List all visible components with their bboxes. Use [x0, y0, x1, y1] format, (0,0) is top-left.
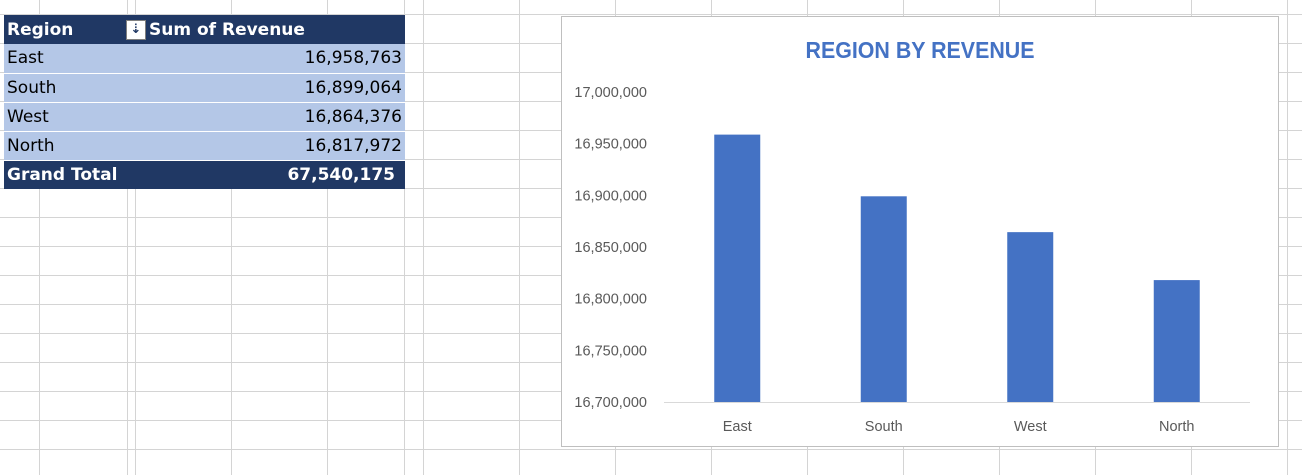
column-gridline [404, 0, 405, 475]
y-tick-label: 16,800,000 [574, 292, 647, 308]
row-value[interactable]: 16,958,763 [126, 44, 405, 74]
row-labels-header[interactable]: Region [4, 15, 126, 44]
row-value[interactable]: 16,899,064 [126, 73, 405, 103]
y-tick-label: 16,900,000 [574, 188, 647, 204]
values-header[interactable]: ⇣ Sum of Revenue [126, 15, 405, 44]
y-tick-label: 17,000,000 [574, 85, 647, 101]
table-row[interactable]: East 16,958,763 [4, 44, 405, 74]
column-gridline [127, 0, 128, 475]
grand-total-value[interactable]: 67,540,175 [126, 160, 405, 189]
bar-south[interactable] [860, 196, 907, 402]
chart-title[interactable]: REGION BY REVENUE [805, 37, 1035, 63]
x-tick-label: West [1014, 419, 1047, 435]
y-tick-label: 16,700,000 [574, 395, 647, 411]
pivot-header-row: Region ⇣ Sum of Revenue [4, 15, 405, 44]
row-label[interactable]: West [4, 102, 126, 132]
row-label[interactable]: South [4, 73, 126, 103]
values-header-label: Sum of Revenue [149, 19, 305, 40]
bar-east[interactable] [714, 134, 761, 402]
revenue-chart[interactable]: REGION BY REVENUE 17,000,000 16,950,000 16… [561, 16, 1279, 447]
row-label[interactable]: East [4, 44, 126, 74]
row-label[interactable]: North [4, 131, 126, 161]
row-value[interactable]: 16,817,972 [126, 131, 405, 161]
x-tick-label: East [723, 419, 752, 435]
x-tick-label: South [865, 419, 903, 435]
pivot-table: Region ⇣ Sum of Revenue East 16,958,763 S… [4, 15, 405, 189]
table-row[interactable]: North 16,817,972 [4, 131, 405, 161]
grand-total-row[interactable]: Grand Total 67,540,175 [4, 160, 405, 189]
y-tick-label: 16,850,000 [574, 240, 647, 256]
chart-plot: 17,000,000 16,950,000 16,900,000 16,850,000… [574, 85, 1250, 435]
grand-total-label[interactable]: Grand Total [4, 160, 126, 189]
y-tick-label: 16,750,000 [574, 343, 647, 359]
bar-north[interactable] [1153, 280, 1200, 402]
row-value[interactable]: 16,864,376 [126, 102, 405, 132]
sort-descending-icon[interactable]: ⇣ [126, 19, 146, 40]
bar-west[interactable] [1007, 232, 1054, 402]
table-row[interactable]: South 16,899,064 [4, 73, 405, 103]
y-tick-label: 16,950,000 [574, 137, 647, 153]
table-row[interactable]: West 16,864,376 [4, 102, 405, 132]
x-tick-label: North [1159, 419, 1194, 435]
